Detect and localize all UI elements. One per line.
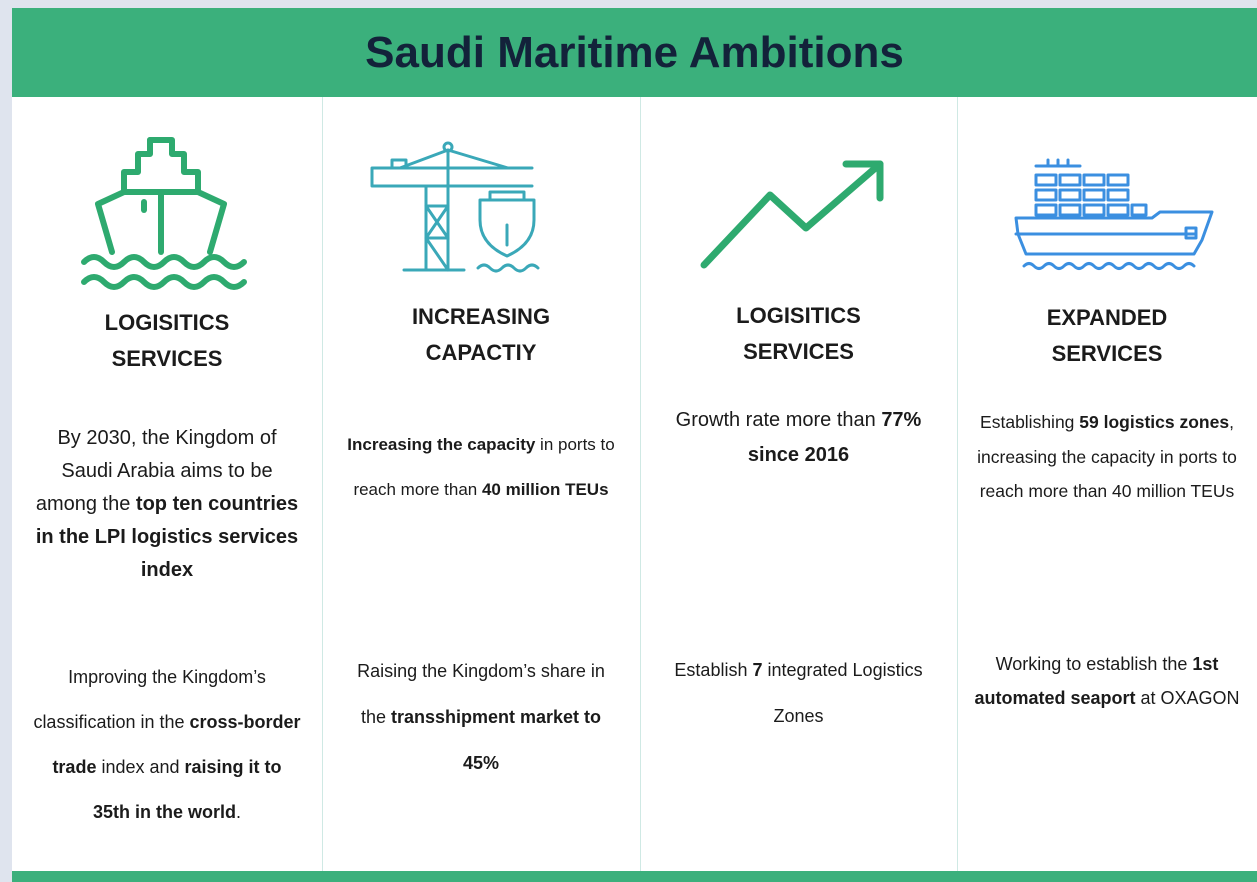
text: By 2030, the Kingdom of Saudi Arabia aim…: [35, 427, 277, 515]
bold-text: raising it to 35th in the world: [92, 757, 282, 822]
ship-icon: [81, 137, 247, 290]
text: in ports to reach more than: [353, 435, 615, 499]
bold-text: top ten countries in the LPI logistics s…: [35, 493, 299, 581]
paragraph: Establishing 59 logistics zones, increas…: [972, 405, 1242, 509]
bold-text: cross-border trade: [52, 712, 301, 777]
panel: [12, 8, 1257, 882]
column-heading: INCREASING CAPACTIY: [411, 304, 551, 365]
paragraph: Improving the Kingdom’s classification i…: [32, 655, 302, 835]
text: integrated Logistics Zones: [762, 660, 923, 726]
text: Raising the Kingdom’s share in the: [357, 661, 605, 727]
crane-icon: [370, 141, 540, 273]
bold-text: transshipment market to 45%: [390, 707, 602, 773]
divider: [322, 97, 323, 871]
paragraph: By 2030, the Kingdom of Saudi Arabia aim…: [32, 422, 302, 587]
header: Saudi Maritime Ambitions: [12, 8, 1257, 97]
bold-text: 77% since 2016: [747, 409, 922, 466]
bold-text: 1st automated seaport: [974, 654, 1219, 708]
bold-text: 7: [752, 660, 763, 680]
text: at OXAGON: [1135, 688, 1240, 708]
paragraph: Growth rate more than 77% since 2016: [674, 403, 924, 473]
container-ship-icon: [1014, 158, 1214, 270]
column: LOGISITICS SERVICES Growth rate more than…: [640, 0, 957, 882]
text: .: [236, 802, 242, 822]
paragraph: Increasing the capacity in ports to reac…: [336, 422, 626, 512]
column-heading: LOGISITICS SERVICES: [104, 310, 230, 371]
footer: [12, 871, 1257, 882]
text: , increasing the capacity in ports to re…: [977, 412, 1237, 501]
paragraph: Working to establish the 1st automated s…: [972, 647, 1242, 715]
column: LOGISITICS SERVICES By 2030, the Kingdom …: [12, 0, 322, 882]
text: Establish: [674, 660, 753, 680]
bold-text: 59 logistics zones: [1079, 412, 1230, 432]
column: EXPANDED SERVICES Establishing 59 logisti…: [957, 0, 1257, 882]
divider: [640, 97, 641, 871]
column: INCREASING CAPACTIY Increasing the capaci…: [322, 0, 640, 882]
text: index and: [96, 757, 185, 777]
arrow-icon: [700, 160, 884, 269]
divider: [957, 97, 958, 871]
column-heading: EXPANDED SERVICES: [1046, 305, 1168, 366]
text: Improving the Kingdom’s classification i…: [33, 667, 266, 732]
text: Growth rate more than: [675, 409, 882, 431]
bold-text: Increasing the capacity: [347, 435, 536, 454]
text: Working to establish the: [995, 654, 1193, 674]
bold-text: 40 million TEUs: [481, 480, 609, 499]
paragraph: Establish 7 integrated Logistics Zones: [674, 647, 924, 739]
title: Saudi Maritime Ambitions: [365, 27, 904, 77]
column-heading: LOGISITICS SERVICES: [736, 303, 861, 364]
text: Establishing: [980, 412, 1080, 432]
paragraph: Raising the Kingdom’s share in the trans…: [346, 648, 616, 786]
